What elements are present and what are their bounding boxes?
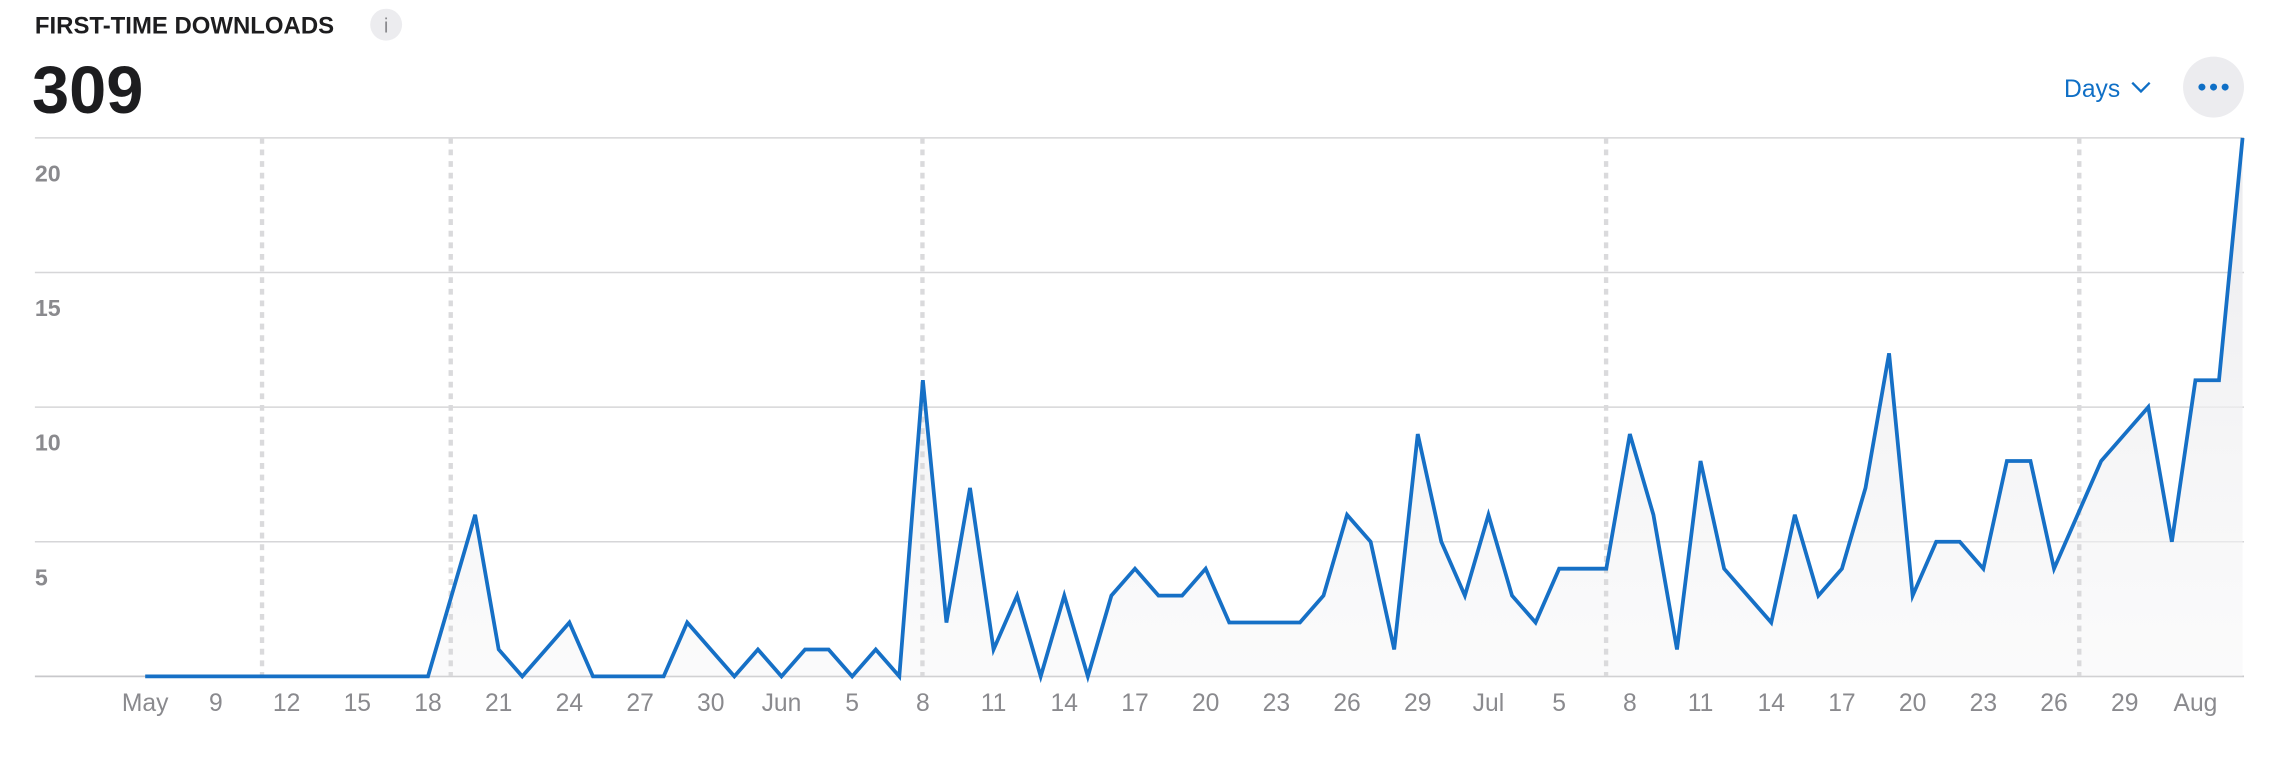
x-tick-label: 24 [556,690,583,717]
x-tick-label: 23 [1970,690,1997,717]
x-tick-label: 21 [485,690,512,717]
x-tick-label: 20 [1192,690,1219,717]
more-dot [2221,83,2229,91]
x-tick-label: 26 [1333,690,1360,717]
total-value: 309 [32,54,143,128]
y-tick-label: 15 [35,295,61,321]
x-tick-label: Jun [762,690,802,717]
x-tick-label: May [122,690,169,717]
x-tick-label: 30 [697,690,724,717]
x-tick-label: 17 [1121,690,1148,717]
line-series [145,137,2245,684]
section-title: FIRST-TIME DOWNLOADS [35,12,334,39]
x-tick-label: 9 [209,690,223,717]
info-icon-glyph: i [384,16,389,38]
x-tick-label: Jul [1473,690,1505,717]
more-dot [2198,83,2206,91]
more-dot [2210,83,2218,91]
x-tick-label: 29 [1404,690,1431,717]
x-tick-label: 29 [2111,690,2138,717]
x-tick-label: 11 [1688,690,1714,717]
x-tick-label: 17 [1828,690,1855,717]
x-tick-label: 11 [981,690,1007,717]
period-button[interactable]: Days [2064,76,2120,103]
x-tick-label: 12 [273,690,300,717]
x-tick-label: 23 [1263,690,1290,717]
y-tick-label: 5 [35,564,48,590]
y-tick-label: 20 [35,160,61,186]
info-icon[interactable] [370,8,403,41]
x-tick-label: 26 [2040,690,2067,717]
x-tick-label: 18 [414,690,441,717]
x-tick-label: 20 [1899,690,1926,717]
x-tick-label: 8 [1623,690,1637,717]
line-area [145,137,2243,677]
x-tick-label: Aug [2173,690,2217,717]
x-tick-label: 14 [1051,690,1078,717]
x-tick-label: 5 [845,690,859,717]
y-tick-label: 10 [35,430,61,456]
period-chevron [2131,81,2151,94]
x-tick-label: 27 [626,690,653,717]
x-tick-label: 8 [916,690,930,717]
x-tick-label: 5 [1552,690,1566,717]
x-tick-label: 15 [344,690,371,717]
x-tick-label: 14 [1758,690,1785,717]
